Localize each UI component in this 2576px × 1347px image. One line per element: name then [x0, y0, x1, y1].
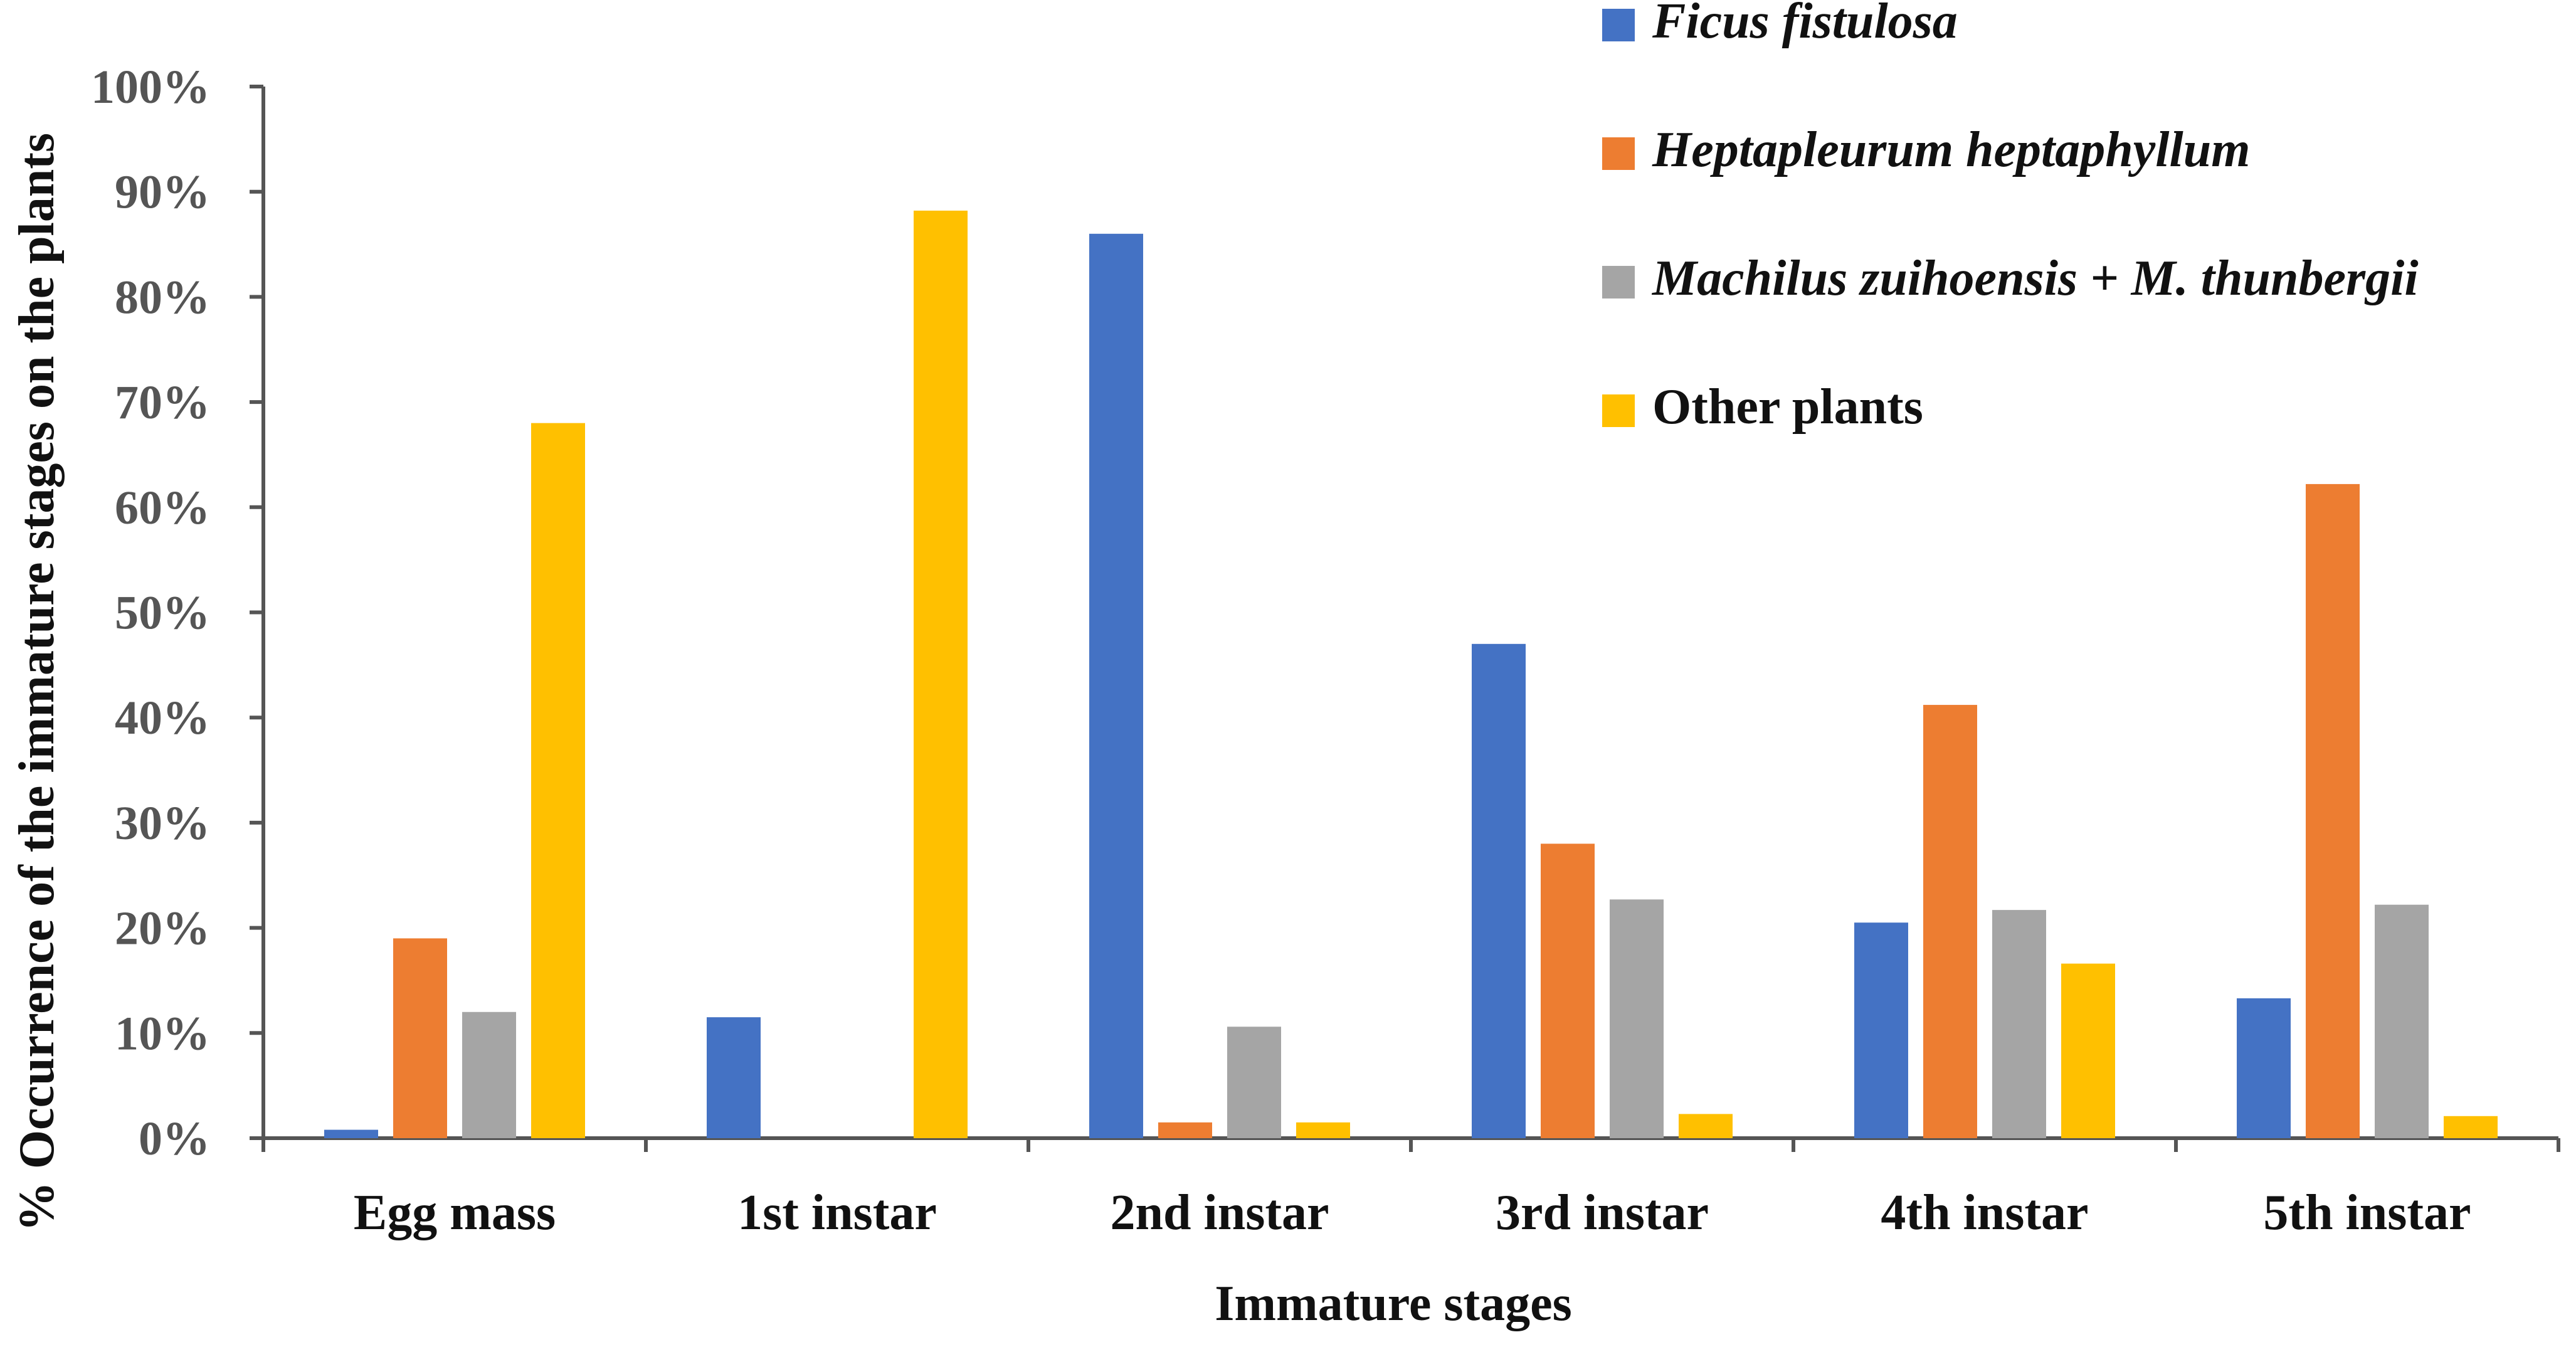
legend-swatch	[1602, 394, 1635, 427]
y-tick-label: 70%	[115, 376, 210, 429]
y-tick-label: 100%	[91, 61, 210, 114]
bar	[1541, 843, 1595, 1138]
bar	[1854, 922, 1908, 1138]
bar	[2237, 998, 2291, 1138]
legend-label: Heptapleurum heptaphyllum	[1652, 122, 2250, 177]
bar	[1610, 899, 1664, 1138]
y-axis-title: % Occurrence of the immature stages on t…	[9, 133, 65, 1232]
y-tick-label: 60%	[115, 482, 210, 534]
legend-item: Machilus zuihoensis + M. thunbergii	[1602, 251, 2419, 306]
bar	[1227, 1027, 1281, 1138]
x-tick-label: Egg mass	[354, 1185, 556, 1240]
x-tick-label: 1st instar	[737, 1185, 937, 1240]
legend-label: Other plants	[1652, 379, 1923, 435]
bar	[1472, 643, 1526, 1138]
bar	[393, 938, 447, 1138]
x-tick-label: 3rd instar	[1496, 1185, 1709, 1240]
bar	[914, 210, 968, 1138]
y-tick-label: 30%	[115, 797, 210, 850]
y-axis: 0% 10% 20% 30% 40% 50% 60% 70% 80% 90% 100%	[91, 61, 265, 1165]
x-tick-label: 2nd instar	[1111, 1185, 1329, 1240]
bar	[1923, 705, 1977, 1138]
legend: Ficus fistulosa Heptapleurum heptaphyllum…	[1602, 0, 2419, 435]
x-tick-label: 4th instar	[1881, 1185, 2088, 1240]
legend-swatch	[1602, 266, 1635, 298]
bar	[531, 423, 585, 1138]
y-tick-label: 80%	[115, 271, 210, 324]
bar	[2444, 1116, 2498, 1138]
y-tick-label: 50%	[115, 587, 210, 640]
y-tick-label: 20%	[115, 902, 210, 955]
legend-item: Heptapleurum heptaphyllum	[1602, 122, 2250, 177]
x-tick-label: 5th instar	[2263, 1185, 2471, 1240]
bar	[1679, 1114, 1733, 1138]
legend-swatch	[1602, 9, 1635, 41]
y-tick-label: 10%	[115, 1007, 210, 1060]
bar	[1089, 233, 1143, 1138]
bar	[1992, 910, 2046, 1138]
bar	[1158, 1122, 1212, 1138]
bar	[462, 1012, 516, 1138]
legend-label: Ficus fistulosa	[1652, 0, 1958, 49]
bar	[324, 1129, 378, 1138]
bars	[324, 210, 2498, 1138]
x-axis: Egg mass 1st instar 2nd instar 3rd instar 4t…	[261, 1136, 2560, 1240]
legend-item: Ficus fistulosa	[1602, 0, 1958, 49]
legend-swatch	[1602, 137, 1635, 170]
y-tick-label: 0%	[139, 1112, 210, 1165]
legend-label: Machilus zuihoensis + M. thunbergii	[1651, 251, 2419, 306]
y-tick-label: 40%	[115, 692, 210, 744]
bar	[2306, 483, 2360, 1138]
legend-item: Other plants	[1602, 379, 1923, 435]
bar	[707, 1017, 761, 1138]
bar	[2061, 963, 2115, 1138]
y-tick-label: 90%	[115, 166, 210, 219]
x-axis-title: Immature stages	[1215, 1276, 1572, 1331]
bar	[2375, 904, 2429, 1138]
bar	[1296, 1122, 1350, 1138]
